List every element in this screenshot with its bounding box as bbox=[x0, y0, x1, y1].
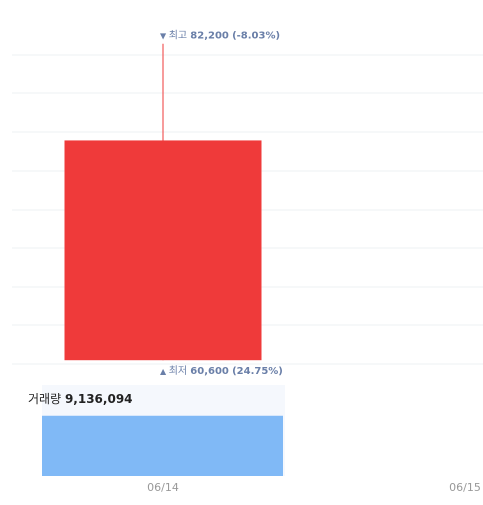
arrow-icon: ▼ bbox=[160, 31, 169, 40]
x-tick-label: 06/15 bbox=[449, 481, 481, 494]
candle-body bbox=[64, 140, 262, 361]
price-annotation: ▼ 최고 82,200 (-8.03%) bbox=[160, 30, 280, 42]
annotation-label: 최저 bbox=[169, 365, 187, 377]
x-tick-label: 06/14 bbox=[147, 481, 179, 494]
volume-bar bbox=[42, 415, 283, 476]
volume-label: 거래량 9,136,094 bbox=[28, 392, 133, 406]
annotation-change: (24.75%) bbox=[232, 366, 283, 377]
arrow-icon: ▲ bbox=[160, 367, 169, 376]
annotation-value: 82,200 bbox=[190, 31, 229, 42]
annotation-change: (-8.03%) bbox=[232, 31, 280, 42]
price-annotation: ▲ 최저 60,600 (24.75%) bbox=[160, 365, 283, 377]
volume-title: 거래량 bbox=[28, 392, 61, 406]
annotation-value: 60,600 bbox=[190, 366, 229, 377]
volume-value: 9,136,094 bbox=[65, 392, 133, 406]
annotation-label: 최고 bbox=[169, 30, 187, 42]
